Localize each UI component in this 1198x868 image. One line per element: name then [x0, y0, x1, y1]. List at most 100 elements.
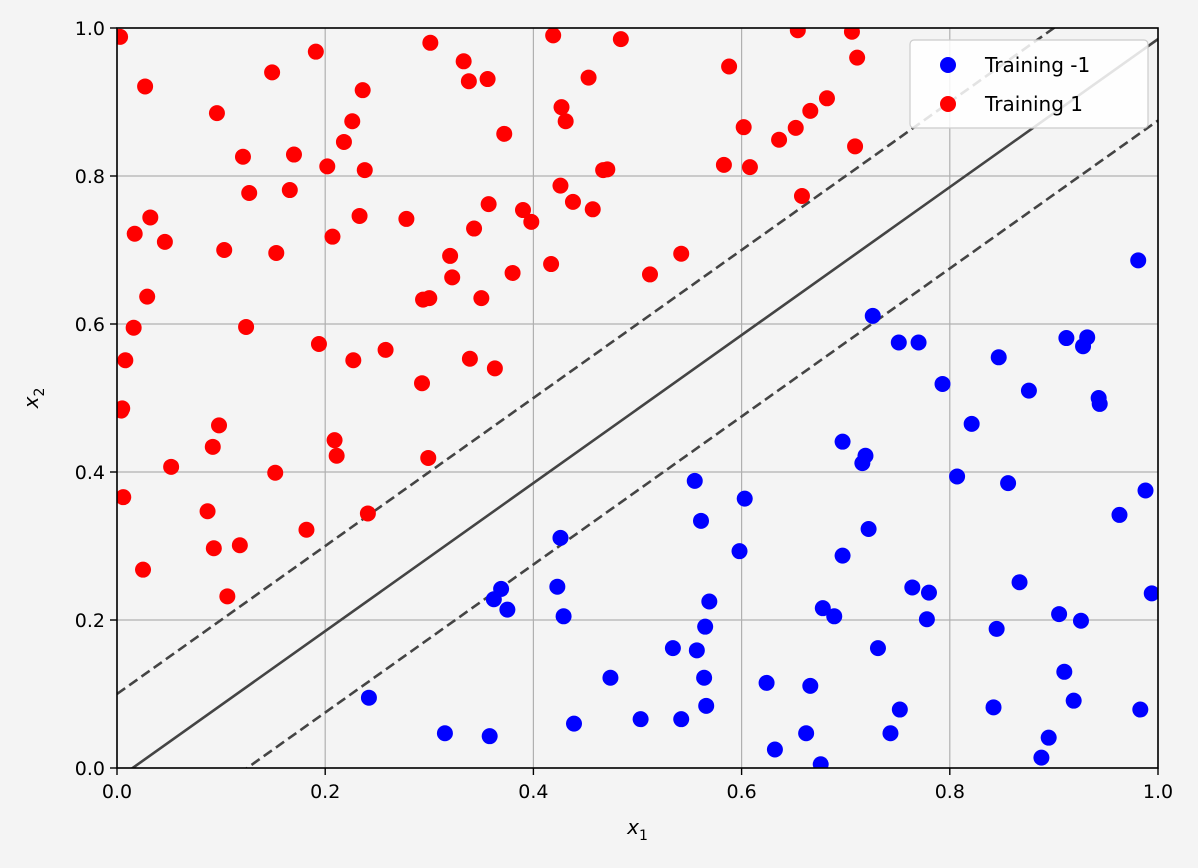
margin-lower-line — [244, 119, 1158, 768]
positive-point — [461, 350, 478, 367]
negative-point — [988, 620, 1005, 637]
negative-point — [481, 728, 498, 745]
positive-point — [324, 228, 341, 245]
positive-point — [514, 202, 531, 219]
legend-label: Training 1 — [984, 92, 1083, 116]
positive-point — [564, 193, 581, 210]
positive-point — [156, 233, 173, 250]
positive-point — [319, 158, 336, 175]
positive-point — [414, 375, 431, 392]
positive-point — [117, 352, 134, 369]
negative-point — [1065, 692, 1082, 709]
positive-point — [466, 220, 483, 237]
negative-point — [688, 642, 705, 659]
negative-point — [963, 415, 980, 432]
negative-point — [664, 640, 681, 657]
negative-point — [864, 307, 881, 324]
positive-point — [344, 113, 361, 130]
negative-point — [673, 711, 690, 728]
y-tick-label: 1.0 — [75, 18, 105, 40]
positive-point — [486, 360, 503, 377]
x-tick-label: 0.2 — [310, 781, 340, 803]
positive-point — [715, 156, 732, 173]
negative-point — [1056, 663, 1073, 680]
negative-point — [934, 375, 951, 392]
positive-point — [231, 537, 248, 554]
positive-point — [264, 64, 281, 81]
negative-point — [766, 741, 783, 758]
negative-point — [360, 689, 377, 706]
positive-point — [421, 290, 438, 307]
negative-point — [920, 584, 937, 601]
positive-point — [552, 177, 569, 194]
x-axis-label-base: x — [626, 815, 639, 839]
negative-point — [826, 608, 843, 625]
positive-point — [673, 245, 690, 262]
positive-point — [345, 352, 362, 369]
y-tick-label: 0.6 — [75, 314, 105, 336]
legend-box — [909, 39, 1149, 129]
negative-point — [949, 468, 966, 485]
y-tick-label: 0.2 — [75, 610, 105, 632]
negative-point — [834, 433, 851, 450]
positive-point — [543, 256, 560, 273]
y-axis-label: x2 — [19, 388, 48, 410]
positive-point — [377, 341, 394, 358]
positive-point — [163, 458, 180, 475]
negative-point — [731, 543, 748, 560]
positive-point — [442, 247, 459, 264]
positive-point — [328, 447, 345, 464]
positive-point — [204, 438, 221, 455]
margin-upper-line — [117, 28, 1057, 696]
negative-point — [918, 611, 935, 628]
negative-point — [1111, 506, 1128, 523]
positive-point — [789, 28, 806, 39]
negative-point — [549, 578, 566, 595]
x-tick-label: 0.6 — [726, 781, 756, 803]
negative-point — [701, 593, 718, 610]
decision-boundary-line — [130, 38, 1158, 768]
positive-point — [741, 159, 758, 176]
negative-point — [686, 472, 703, 489]
negative-point — [869, 640, 886, 657]
y-tick-label: 0.4 — [75, 462, 105, 484]
axis-ticks: 0.0 0.2 0.4 0.6 0.8 1.0 0.0 0.2 0.4 0.6 0.8 1.0 — [75, 18, 1173, 803]
x-axis-label-sub: 1 — [639, 828, 648, 844]
positive-point — [843, 28, 860, 40]
positive-point — [199, 503, 216, 520]
negative-point — [985, 699, 1002, 716]
positive-point — [545, 28, 562, 44]
positive-point — [420, 449, 437, 466]
positive-point — [496, 125, 513, 142]
negative-point — [802, 677, 819, 694]
plot-frame — [116, 27, 1159, 769]
x-axis-label: x1 — [626, 815, 648, 844]
negative-point — [1020, 382, 1037, 399]
positive-point — [351, 207, 368, 224]
negative-point — [499, 601, 516, 618]
negative-point — [1033, 749, 1050, 766]
positive-point — [268, 244, 285, 261]
positive-point — [298, 521, 315, 538]
negative-point — [693, 512, 710, 529]
negative-point — [812, 756, 829, 768]
positive-point — [584, 201, 601, 218]
positive-point — [444, 269, 461, 286]
data-points — [117, 28, 1158, 768]
negative-point — [904, 579, 921, 596]
positive-point — [422, 34, 439, 51]
positive-point — [557, 113, 574, 130]
negative-point — [698, 697, 715, 714]
positive-point — [117, 489, 132, 506]
positive-point — [335, 133, 352, 150]
positive-point — [139, 288, 156, 305]
positive-point — [818, 90, 835, 107]
positive-point — [285, 146, 302, 163]
x-tick-label: 0.8 — [935, 781, 965, 803]
negative-point — [632, 711, 649, 728]
positive-point — [142, 209, 159, 226]
positive-point — [310, 335, 327, 352]
positive-point — [735, 119, 752, 136]
negative-point — [1137, 482, 1154, 499]
